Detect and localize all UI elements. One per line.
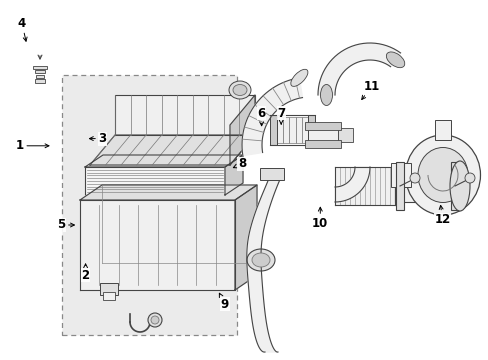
Polygon shape [235, 185, 257, 290]
Ellipse shape [251, 253, 269, 267]
Text: 10: 10 [311, 207, 328, 230]
Bar [100, 283, 118, 295]
Polygon shape [242, 78, 302, 156]
Ellipse shape [405, 135, 480, 215]
Bar [384, 167, 389, 205]
Bar [276, 117, 283, 143]
Bar [35, 70, 45, 73]
Bar [85, 167, 224, 195]
Bar [260, 168, 284, 180]
Text: 1: 1 [16, 139, 49, 152]
Ellipse shape [449, 161, 469, 211]
Polygon shape [80, 185, 257, 200]
Text: 2: 2 [81, 264, 89, 282]
Bar [374, 167, 379, 205]
Bar [305, 140, 340, 148]
Bar [434, 120, 450, 140]
Bar [289, 117, 295, 143]
Polygon shape [317, 43, 400, 95]
Bar [369, 167, 374, 205]
Bar [334, 167, 339, 205]
Polygon shape [85, 155, 243, 167]
Text: 5: 5 [57, 219, 74, 231]
Circle shape [148, 313, 162, 327]
Ellipse shape [320, 85, 332, 105]
Bar [395, 162, 403, 210]
Bar [337, 128, 352, 142]
Bar [364, 167, 369, 205]
Bar [307, 125, 337, 145]
Bar [379, 167, 384, 205]
Text: 6: 6 [257, 107, 265, 126]
Polygon shape [224, 155, 243, 195]
Text: 4: 4 [18, 17, 27, 41]
Bar [36, 75, 44, 78]
Polygon shape [246, 175, 282, 352]
Text: 8: 8 [233, 157, 245, 170]
Bar [389, 167, 394, 205]
Bar [103, 292, 115, 300]
Bar [450, 162, 458, 210]
Bar [269, 115, 276, 145]
Ellipse shape [290, 69, 307, 86]
Bar [349, 167, 354, 205]
Circle shape [409, 173, 419, 183]
Circle shape [151, 316, 159, 324]
Text: 9: 9 [219, 293, 228, 311]
Bar [301, 117, 307, 143]
Ellipse shape [417, 148, 467, 202]
Bar [307, 115, 314, 145]
Text: 7: 7 [277, 107, 285, 124]
Bar [339, 167, 345, 205]
Polygon shape [90, 135, 254, 165]
Bar [394, 170, 459, 202]
Polygon shape [229, 95, 254, 165]
Ellipse shape [386, 52, 404, 68]
Polygon shape [115, 95, 254, 135]
Ellipse shape [228, 81, 250, 99]
Bar [345, 167, 349, 205]
Polygon shape [80, 200, 235, 290]
Bar [295, 117, 301, 143]
Bar [354, 167, 359, 205]
Circle shape [464, 173, 474, 183]
Text: 3: 3 [89, 132, 106, 145]
Bar [35, 79, 45, 83]
Text: 12: 12 [433, 206, 450, 226]
Text: 11: 11 [361, 80, 379, 99]
Bar [390, 163, 410, 187]
Polygon shape [334, 167, 369, 202]
Bar [283, 117, 289, 143]
Bar [62, 75, 237, 335]
Ellipse shape [232, 85, 246, 95]
Bar [359, 167, 364, 205]
Bar [305, 122, 340, 130]
Bar [33, 66, 47, 69]
Ellipse shape [246, 249, 274, 271]
